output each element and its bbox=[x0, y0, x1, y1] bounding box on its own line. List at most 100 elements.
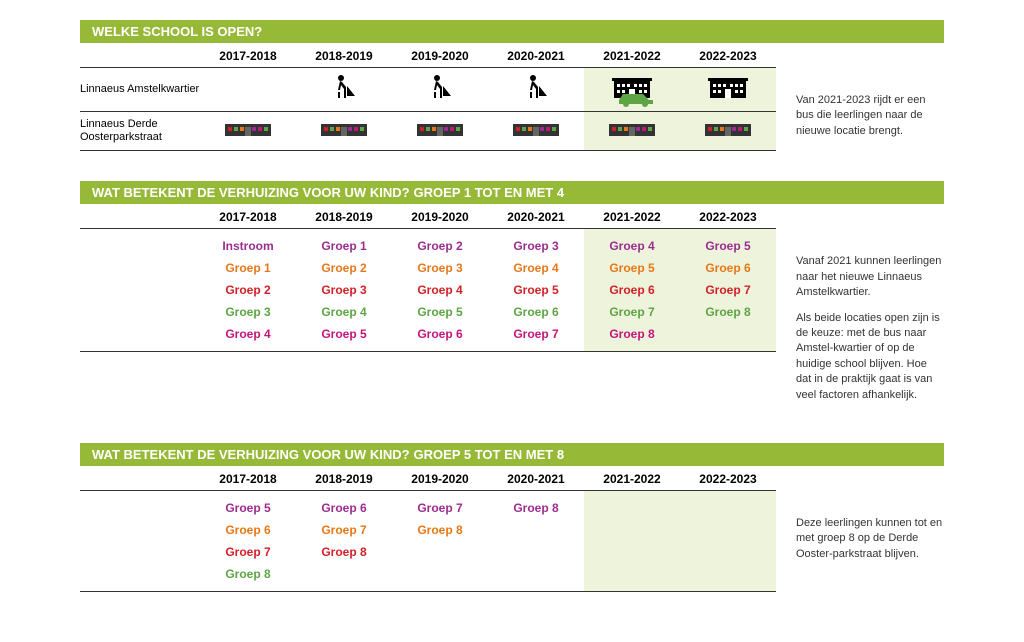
icon-cell bbox=[296, 121, 392, 142]
icon-cell bbox=[296, 74, 392, 105]
school-icon bbox=[511, 121, 561, 142]
group-cell bbox=[680, 325, 776, 343]
group-cell: Groep 5 bbox=[392, 303, 488, 321]
section-schools: WELKE SCHOOL IS OPEN? 2017-2018 2018-201… bbox=[80, 20, 944, 151]
group-cell: Groep 6 bbox=[584, 281, 680, 299]
group-row: Groep 8 bbox=[80, 563, 776, 585]
group-cell: Groep 4 bbox=[392, 281, 488, 299]
building-icon bbox=[708, 74, 748, 105]
school-label: Linnaeus Derde Oosterparkstraat bbox=[80, 118, 200, 144]
group-cell: Groep 2 bbox=[296, 259, 392, 277]
group-row: Groep 3Groep 4Groep 5Groep 6Groep 7Groep… bbox=[80, 301, 776, 323]
group-row: InstroomGroep 1Groep 2Groep 3Groep 4Groe… bbox=[80, 235, 776, 257]
icon-cell bbox=[488, 121, 584, 142]
group-cell: Groep 7 bbox=[200, 543, 296, 561]
group-cell: Groep 4 bbox=[200, 325, 296, 343]
group-cell: Groep 6 bbox=[200, 521, 296, 539]
construction-icon bbox=[522, 74, 550, 105]
group-cell bbox=[584, 543, 680, 561]
group-cell: Groep 8 bbox=[488, 499, 584, 517]
icon-cell bbox=[584, 121, 680, 142]
school-icon bbox=[319, 121, 369, 142]
group-cell bbox=[680, 543, 776, 561]
group-cell bbox=[488, 565, 584, 583]
school-row: Linnaeus Derde Oosterparkstraat bbox=[80, 112, 776, 151]
group-cell bbox=[488, 543, 584, 561]
group-cell: Groep 8 bbox=[296, 543, 392, 561]
group-cell: Groep 3 bbox=[200, 303, 296, 321]
group-cell: Groep 7 bbox=[680, 281, 776, 299]
school-label: Linnaeus Amstelkwartier bbox=[80, 83, 200, 96]
section-header-2: WAT BETEKENT DE VERHUIZING VOOR UW KIND?… bbox=[80, 181, 944, 204]
side-text-1: Van 2021-2023 rijdt er een bus die leerl… bbox=[776, 43, 944, 149]
group-row: Groep 4Groep 5Groep 6Groep 7Groep 8 bbox=[80, 323, 776, 345]
school-icon bbox=[223, 121, 273, 142]
year: 2019-2020 bbox=[392, 49, 488, 63]
group-cell: Groep 8 bbox=[584, 325, 680, 343]
section-title-2: WAT BETEKENT DE VERHUIZING VOOR UW KIND? bbox=[92, 185, 410, 200]
year-header-1: 2017-2018 2018-2019 2019-2020 2020-2021 … bbox=[80, 49, 776, 68]
group-cell bbox=[584, 499, 680, 517]
group-row: Groep 6Groep 7Groep 8 bbox=[80, 519, 776, 541]
group-cell bbox=[680, 521, 776, 539]
group-cell bbox=[584, 521, 680, 539]
group-cell: Instroom bbox=[200, 237, 296, 255]
side-text-2: Vanaf 2021 kunnen leerlingen naar het ni… bbox=[776, 204, 944, 413]
school-icon bbox=[703, 121, 753, 142]
group-cell: Groep 7 bbox=[584, 303, 680, 321]
school-icon bbox=[415, 121, 465, 142]
group-cell: Groep 2 bbox=[392, 237, 488, 255]
section-header-3: WAT BETEKENT DE VERHUIZING VOOR UW KIND?… bbox=[80, 443, 944, 466]
group-cell: Groep 3 bbox=[488, 237, 584, 255]
side-text-3: Deze leerlingen kunnen tot en met groep … bbox=[776, 466, 944, 572]
year: 2018-2019 bbox=[296, 49, 392, 63]
group-cell: Groep 4 bbox=[584, 237, 680, 255]
group-cell bbox=[296, 565, 392, 583]
group-row: Groep 7Groep 8 bbox=[80, 541, 776, 563]
section-title-1: WELKE SCHOOL IS OPEN? bbox=[92, 24, 262, 39]
group-cell: Groep 7 bbox=[488, 325, 584, 343]
group-cell: Groep 3 bbox=[392, 259, 488, 277]
section-subtitle-2: GROEP 1 TOT EN MET 4 bbox=[414, 185, 565, 200]
group-cell: Groep 1 bbox=[296, 237, 392, 255]
year: 2022-2023 bbox=[680, 49, 776, 63]
section-groups-5-8: WAT BETEKENT DE VERHUIZING VOOR UW KIND?… bbox=[80, 443, 944, 592]
group-cell: Groep 2 bbox=[200, 281, 296, 299]
icon-cell bbox=[680, 74, 776, 105]
group-cell: Groep 3 bbox=[296, 281, 392, 299]
group-cell: Groep 1 bbox=[200, 259, 296, 277]
group-cell bbox=[392, 565, 488, 583]
group-cell: Groep 8 bbox=[680, 303, 776, 321]
group-cell: Groep 8 bbox=[392, 521, 488, 539]
school-icon bbox=[607, 121, 657, 142]
year: 2017-2018 bbox=[200, 49, 296, 63]
group-cell: Groep 5 bbox=[296, 325, 392, 343]
section-subtitle-3: GROEP 5 TOT EN MET 8 bbox=[414, 447, 565, 462]
icon-cell bbox=[680, 121, 776, 142]
group-cell bbox=[680, 565, 776, 583]
group-row: Groep 1Groep 2Groep 3Groep 4Groep 5Groep… bbox=[80, 257, 776, 279]
group-cell: Groep 6 bbox=[680, 259, 776, 277]
group-cell: Groep 6 bbox=[392, 325, 488, 343]
construction-icon bbox=[330, 74, 358, 105]
group-cell: Groep 6 bbox=[296, 499, 392, 517]
group-cell bbox=[584, 565, 680, 583]
section-title-3: WAT BETEKENT DE VERHUIZING VOOR UW KIND? bbox=[92, 447, 410, 462]
group-cell: Groep 5 bbox=[200, 499, 296, 517]
group-cell: Groep 6 bbox=[488, 303, 584, 321]
construction-icon bbox=[426, 74, 454, 105]
year: 2020-2021 bbox=[488, 49, 584, 63]
year-header-2: 2017-2018 2018-2019 2019-2020 2020-2021 … bbox=[80, 210, 776, 229]
group-row: Groep 2Groep 3Groep 4Groep 5Groep 6Groep… bbox=[80, 279, 776, 301]
group-cell: Groep 8 bbox=[200, 565, 296, 583]
icon-cell bbox=[200, 121, 296, 142]
school-row: Linnaeus Amstelkwartier bbox=[80, 68, 776, 112]
car-icon bbox=[615, 90, 655, 113]
group-cell: Groep 5 bbox=[680, 237, 776, 255]
year-header-3: 2017-2018 2018-2019 2019-2020 2020-2021 … bbox=[80, 472, 776, 491]
group-cell: Groep 5 bbox=[584, 259, 680, 277]
icon-cell bbox=[488, 74, 584, 105]
group-cell: Groep 7 bbox=[296, 521, 392, 539]
icon-cell bbox=[392, 74, 488, 105]
group-cell bbox=[392, 543, 488, 561]
